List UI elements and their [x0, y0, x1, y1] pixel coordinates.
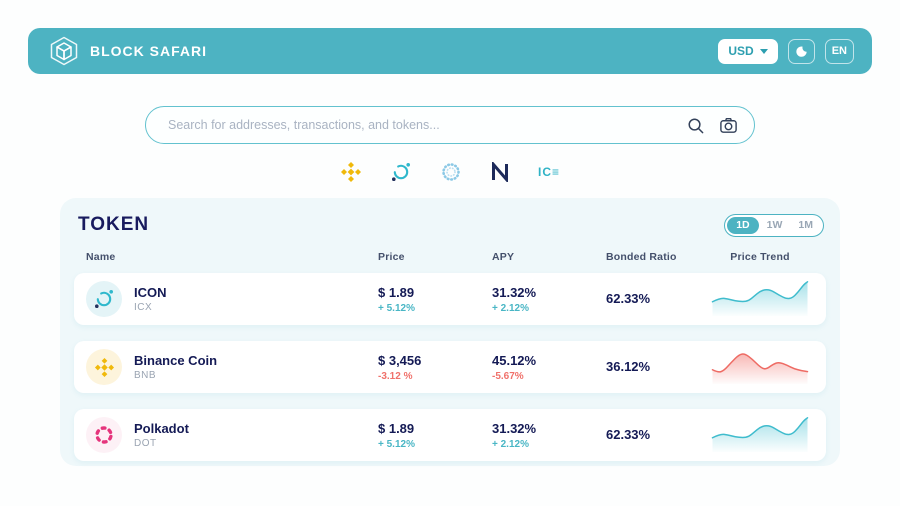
coin-name: Polkadot — [134, 421, 189, 436]
bonded-ratio-cell: 36.12% — [606, 358, 706, 376]
price-cell: $ 3,456 -3.12 % — [378, 353, 492, 382]
search-icons — [686, 116, 738, 135]
chain-near-protocol[interactable] — [490, 162, 510, 182]
avatar — [86, 417, 122, 453]
time-range-toggle: 1D 1W 1M — [724, 214, 824, 237]
moon-icon — [796, 46, 807, 57]
apy-cell: 31.32% + 2.12% — [492, 421, 606, 450]
price-change: + 5.12% — [378, 302, 415, 314]
language-button[interactable]: EN — [824, 38, 854, 64]
price-trend-cell — [706, 414, 814, 457]
bonded-ratio-value: 62.33% — [606, 427, 651, 442]
coin-symbol: ICX — [134, 302, 153, 313]
sparkline-chart — [710, 278, 810, 321]
price-trend-cell — [706, 278, 814, 321]
sparkline-chart — [710, 414, 810, 457]
name-cell: ICON ICX — [86, 281, 378, 317]
apy-value: 45.12% — [492, 352, 537, 368]
currency-dropdown[interactable]: USD — [718, 38, 778, 64]
coin-name: Binance Coin — [134, 353, 218, 368]
bonded-ratio-cell: 62.33% — [606, 290, 706, 308]
apy-change: + 2.12% — [492, 438, 529, 450]
token-rows: ICON ICX $ 1.89 + 5.12% 31.32% + 2.12% 6… — [60, 263, 840, 461]
price-change: + 5.12% — [378, 438, 415, 450]
name-cell: Binance Coin BNB — [86, 349, 378, 385]
price-cell: $ 1.89 + 5.12% — [378, 285, 492, 314]
search-button[interactable] — [686, 116, 705, 135]
col-price: Price — [378, 251, 405, 263]
icon-icx-icon — [95, 290, 113, 308]
token-panel-head: TOKEN 1D 1W 1M — [60, 198, 840, 237]
avatar — [86, 281, 122, 317]
coin-name: ICON — [134, 285, 167, 300]
chain-icon-icx[interactable] — [390, 161, 412, 183]
page-title: TOKEN — [78, 214, 150, 235]
chain-ice[interactable]: IC≡ — [538, 165, 560, 179]
camera-icon — [720, 117, 737, 133]
currency-label: USD — [728, 44, 754, 58]
ice-icon: IC≡ — [537, 165, 560, 179]
table-row-binance-coin[interactable]: Binance Coin BNB $ 3,456 -3.12 % 45.12% … — [74, 341, 826, 393]
app-header: BLOCK SAFARI USD EN — [28, 28, 872, 74]
icon-icx-icon — [391, 163, 410, 181]
bonded-ratio-value: 62.33% — [606, 291, 651, 306]
polkadot-icon — [95, 426, 113, 444]
table-row-polkadot[interactable]: Polkadot DOT $ 1.89 + 5.12% 31.32% + 2.1… — [74, 409, 826, 461]
chain-binance-coin[interactable] — [340, 161, 362, 183]
language-label: EN — [831, 45, 847, 57]
search-icon — [688, 117, 704, 133]
binance-coin-icon — [340, 162, 361, 182]
apy-change: + 2.12% — [492, 302, 529, 314]
dotted-ring-icon — [442, 163, 460, 181]
near-protocol-icon — [491, 162, 508, 182]
search-input[interactable] — [168, 118, 686, 132]
header-actions: USD EN — [718, 38, 854, 64]
camera-search-button[interactable] — [719, 116, 738, 135]
coin-symbol: BNB — [134, 370, 157, 381]
chevron-down-icon — [759, 48, 768, 54]
table-column-headers: Name Price APY Bonded Ratio Price Trend — [60, 251, 840, 263]
price-change: -3.12 % — [378, 370, 413, 382]
col-apy: APY — [492, 251, 515, 263]
coin-symbol: DOT — [134, 438, 157, 449]
price-value: $ 3,456 — [378, 352, 422, 368]
apy-value: 31.32% — [492, 420, 537, 436]
brand: BLOCK SAFARI — [48, 35, 207, 67]
apy-value: 31.32% — [492, 284, 537, 300]
brand-name: BLOCK SAFARI — [90, 43, 207, 59]
token-panel: TOKEN 1D 1W 1M Name Price APY Bonded Rat… — [60, 198, 840, 466]
chain-dotted-ring[interactable] — [440, 161, 462, 183]
price-trend-cell — [706, 346, 814, 389]
name-cell: Polkadot DOT — [86, 417, 378, 453]
range-1d[interactable]: 1D — [727, 217, 759, 234]
price-value: $ 1.89 — [378, 284, 415, 300]
col-name: Name — [86, 251, 116, 263]
avatar — [86, 349, 122, 385]
chain-filter-strip: IC≡ — [0, 158, 900, 186]
bonded-ratio-cell: 62.33% — [606, 426, 706, 444]
price-cell: $ 1.89 + 5.12% — [378, 421, 492, 450]
search-bar — [145, 106, 755, 144]
range-1m[interactable]: 1M — [798, 219, 813, 232]
apy-change: -5.67% — [492, 370, 524, 382]
dark-mode-toggle[interactable] — [787, 38, 815, 64]
bonded-ratio-value: 36.12% — [606, 359, 651, 374]
range-1w[interactable]: 1W — [766, 219, 783, 232]
sparkline-chart — [710, 346, 810, 389]
apy-cell: 31.32% + 2.12% — [492, 285, 606, 314]
price-value: $ 1.89 — [378, 420, 415, 436]
col-price-trend: Price Trend — [730, 251, 790, 263]
binance-coin-icon — [94, 357, 114, 377]
apy-cell: 45.12% -5.67% — [492, 353, 606, 382]
block-safari-logo-icon — [50, 36, 78, 66]
col-bonded-ratio: Bonded Ratio — [606, 251, 677, 263]
table-row-icon[interactable]: ICON ICX $ 1.89 + 5.12% 31.32% + 2.12% 6… — [74, 273, 826, 325]
